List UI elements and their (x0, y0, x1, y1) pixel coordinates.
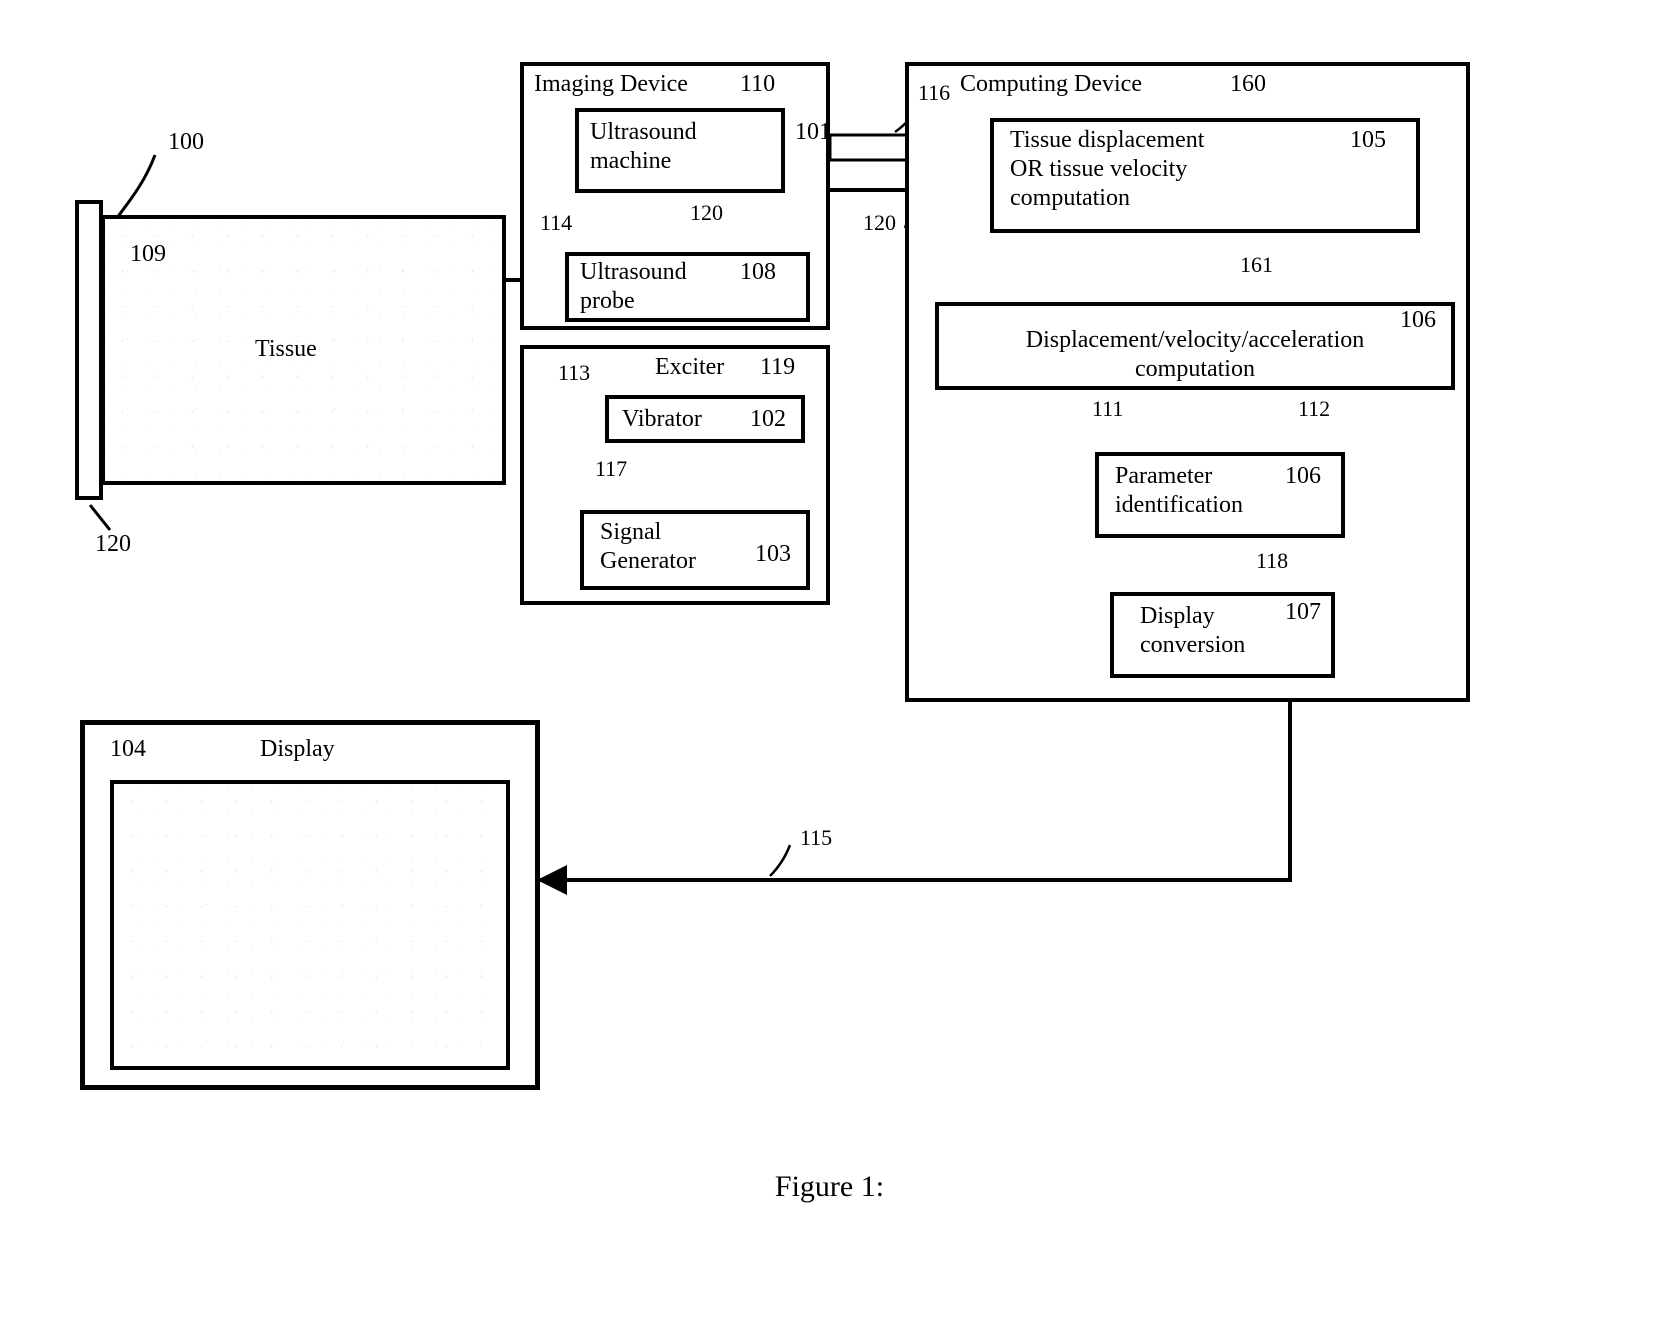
display-title: Display (260, 735, 335, 764)
ref-120-right: 120 (863, 210, 896, 236)
b107-ref: 107 (1285, 598, 1321, 627)
tissue-label: Tissue (255, 335, 317, 364)
vibrator-label: Vibrator (622, 405, 702, 434)
ultrasound-probe-ref: 108 (740, 258, 776, 287)
ref-117: 117 (595, 456, 627, 482)
ref-118: 118 (1256, 548, 1288, 574)
ref-113: 113 (558, 360, 590, 386)
exciter-ref: 119 (760, 353, 795, 382)
ultrasound-probe-label: Ultrasound probe (580, 258, 687, 316)
ref-114: 114 (540, 210, 572, 236)
ref-115: 115 (800, 825, 832, 851)
ultrasound-machine-ref: 101 (795, 118, 831, 147)
signal-gen-label: Signal Generator (600, 518, 696, 576)
ref-120-left: 120 (95, 530, 131, 559)
ref-111: 111 (1092, 396, 1123, 422)
display-ref: 104 (110, 735, 146, 764)
imaging-device-title: Imaging Device (534, 70, 688, 99)
b106b-ref: 106 (1285, 462, 1321, 491)
display-screen (110, 780, 510, 1070)
vibrator-ref: 102 (750, 405, 786, 434)
ultrasound-machine-label: Ultrasound machine (590, 118, 697, 176)
b105-ref: 105 (1350, 126, 1386, 155)
b106b-label: Parameter identification (1115, 462, 1243, 520)
signal-gen-ref: 103 (755, 540, 791, 569)
ref-120-mid: 120 (690, 200, 723, 226)
diagram-canvas: Tissue 100 109 120 Imaging Device 110 Ul… (0, 0, 1659, 1322)
ref-100: 100 (168, 128, 204, 157)
ref-116: 116 (918, 80, 950, 106)
ref-109: 109 (130, 240, 166, 269)
b105-label: Tissue displacement OR tissue velocity c… (1010, 126, 1204, 212)
b107-label: Display conversion (1140, 602, 1245, 660)
computing-device-title: Computing Device (960, 70, 1142, 99)
b106a-label: Displacement/velocity/acceleration compu… (955, 326, 1435, 384)
figure-caption: Figure 1: (0, 1170, 1659, 1204)
computing-device-ref: 160 (1230, 70, 1266, 99)
ref-112: 112 (1298, 396, 1330, 422)
tissue-endcap (75, 200, 103, 500)
ref-161: 161 (1240, 252, 1273, 278)
exciter-title: Exciter (655, 353, 724, 382)
b106a-ref: 106 (1400, 306, 1436, 335)
imaging-device-ref: 110 (740, 70, 775, 99)
